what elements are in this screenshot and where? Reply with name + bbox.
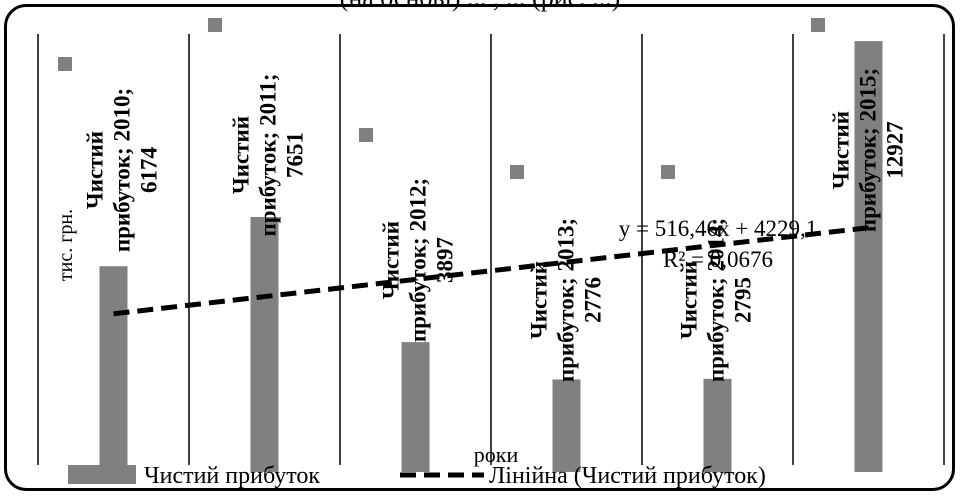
bar-2010	[99, 266, 128, 472]
bars	[99, 41, 883, 472]
data-labels: Чистий прибуток; 2010; 6174 Чистий прибуток;…	[82, 68, 907, 382]
label-marker-2011	[208, 18, 222, 32]
data-label-line: прибуток; 2010;	[109, 88, 134, 252]
data-label-line: Чистий	[82, 131, 107, 209]
data-label-line: 2795	[730, 277, 755, 323]
data-label-line: 7651	[282, 132, 307, 178]
legend: Чистий прибуток Лінійна (Чистий прибуток…	[68, 463, 766, 489]
vertical-grid	[37, 34, 945, 465]
label-marker-2010	[58, 57, 72, 71]
data-label-2015: Чистий прибуток; 2015; 12927	[828, 68, 907, 232]
data-label-line: Чистий	[676, 261, 701, 339]
data-label-2010: Чистий прибуток; 2010; 6174	[82, 88, 161, 252]
data-label-2014: Чистий прибуток; 2014; 2795	[676, 218, 755, 382]
bar-2012	[401, 342, 430, 472]
marker-squares	[58, 18, 825, 179]
chart-frame	[4, 4, 955, 491]
caption-cut-off: (на основі) ... , ... (рис. ...)	[340, 0, 621, 12]
bar-2014	[703, 378, 732, 472]
x-axis-label: роки	[474, 442, 519, 467]
data-label-2012: Чистий прибуток; 2012; 3897	[378, 178, 457, 342]
data-label-line: прибуток; 2013;	[553, 218, 578, 382]
data-label-line: 6174	[136, 147, 161, 194]
y-axis-label: тис. грн.	[55, 209, 77, 281]
data-label-line: Чистий	[828, 111, 853, 189]
data-label-line: Чистий	[378, 221, 403, 299]
data-label-line: Чистий	[228, 116, 253, 194]
label-marker-2013	[510, 165, 524, 179]
data-label-line: прибуток; 2015;	[855, 68, 880, 232]
legend-bar-swatch	[68, 465, 136, 484]
label-marker-2012	[359, 128, 373, 142]
data-label-line: прибуток; 2012;	[405, 178, 430, 342]
legend-label-bar: Чистий прибуток	[144, 463, 320, 489]
data-label-line: прибуток; 2011;	[255, 74, 280, 237]
data-label-2011: Чистий прибуток; 2011; 7651	[228, 74, 307, 237]
bar-2013	[552, 379, 581, 472]
data-label-line: 12927	[882, 121, 907, 179]
data-label-2013: Чистий прибуток; 2013; 2776	[526, 218, 605, 382]
bar-2011	[250, 216, 279, 472]
trend-r-squared: R² = 0,0676	[663, 247, 773, 272]
data-label-line: 2776	[580, 277, 605, 323]
trend-equation: y = 516,46x + 4229,1	[619, 216, 817, 241]
trendline	[113, 225, 869, 317]
bar-2015	[854, 41, 883, 472]
legend-label-trendline: Лінійна (Чистий прибуток)	[489, 463, 766, 489]
label-marker-2014	[661, 165, 675, 179]
label-marker-2015	[811, 18, 825, 32]
data-label-line: Чистий	[526, 261, 551, 339]
